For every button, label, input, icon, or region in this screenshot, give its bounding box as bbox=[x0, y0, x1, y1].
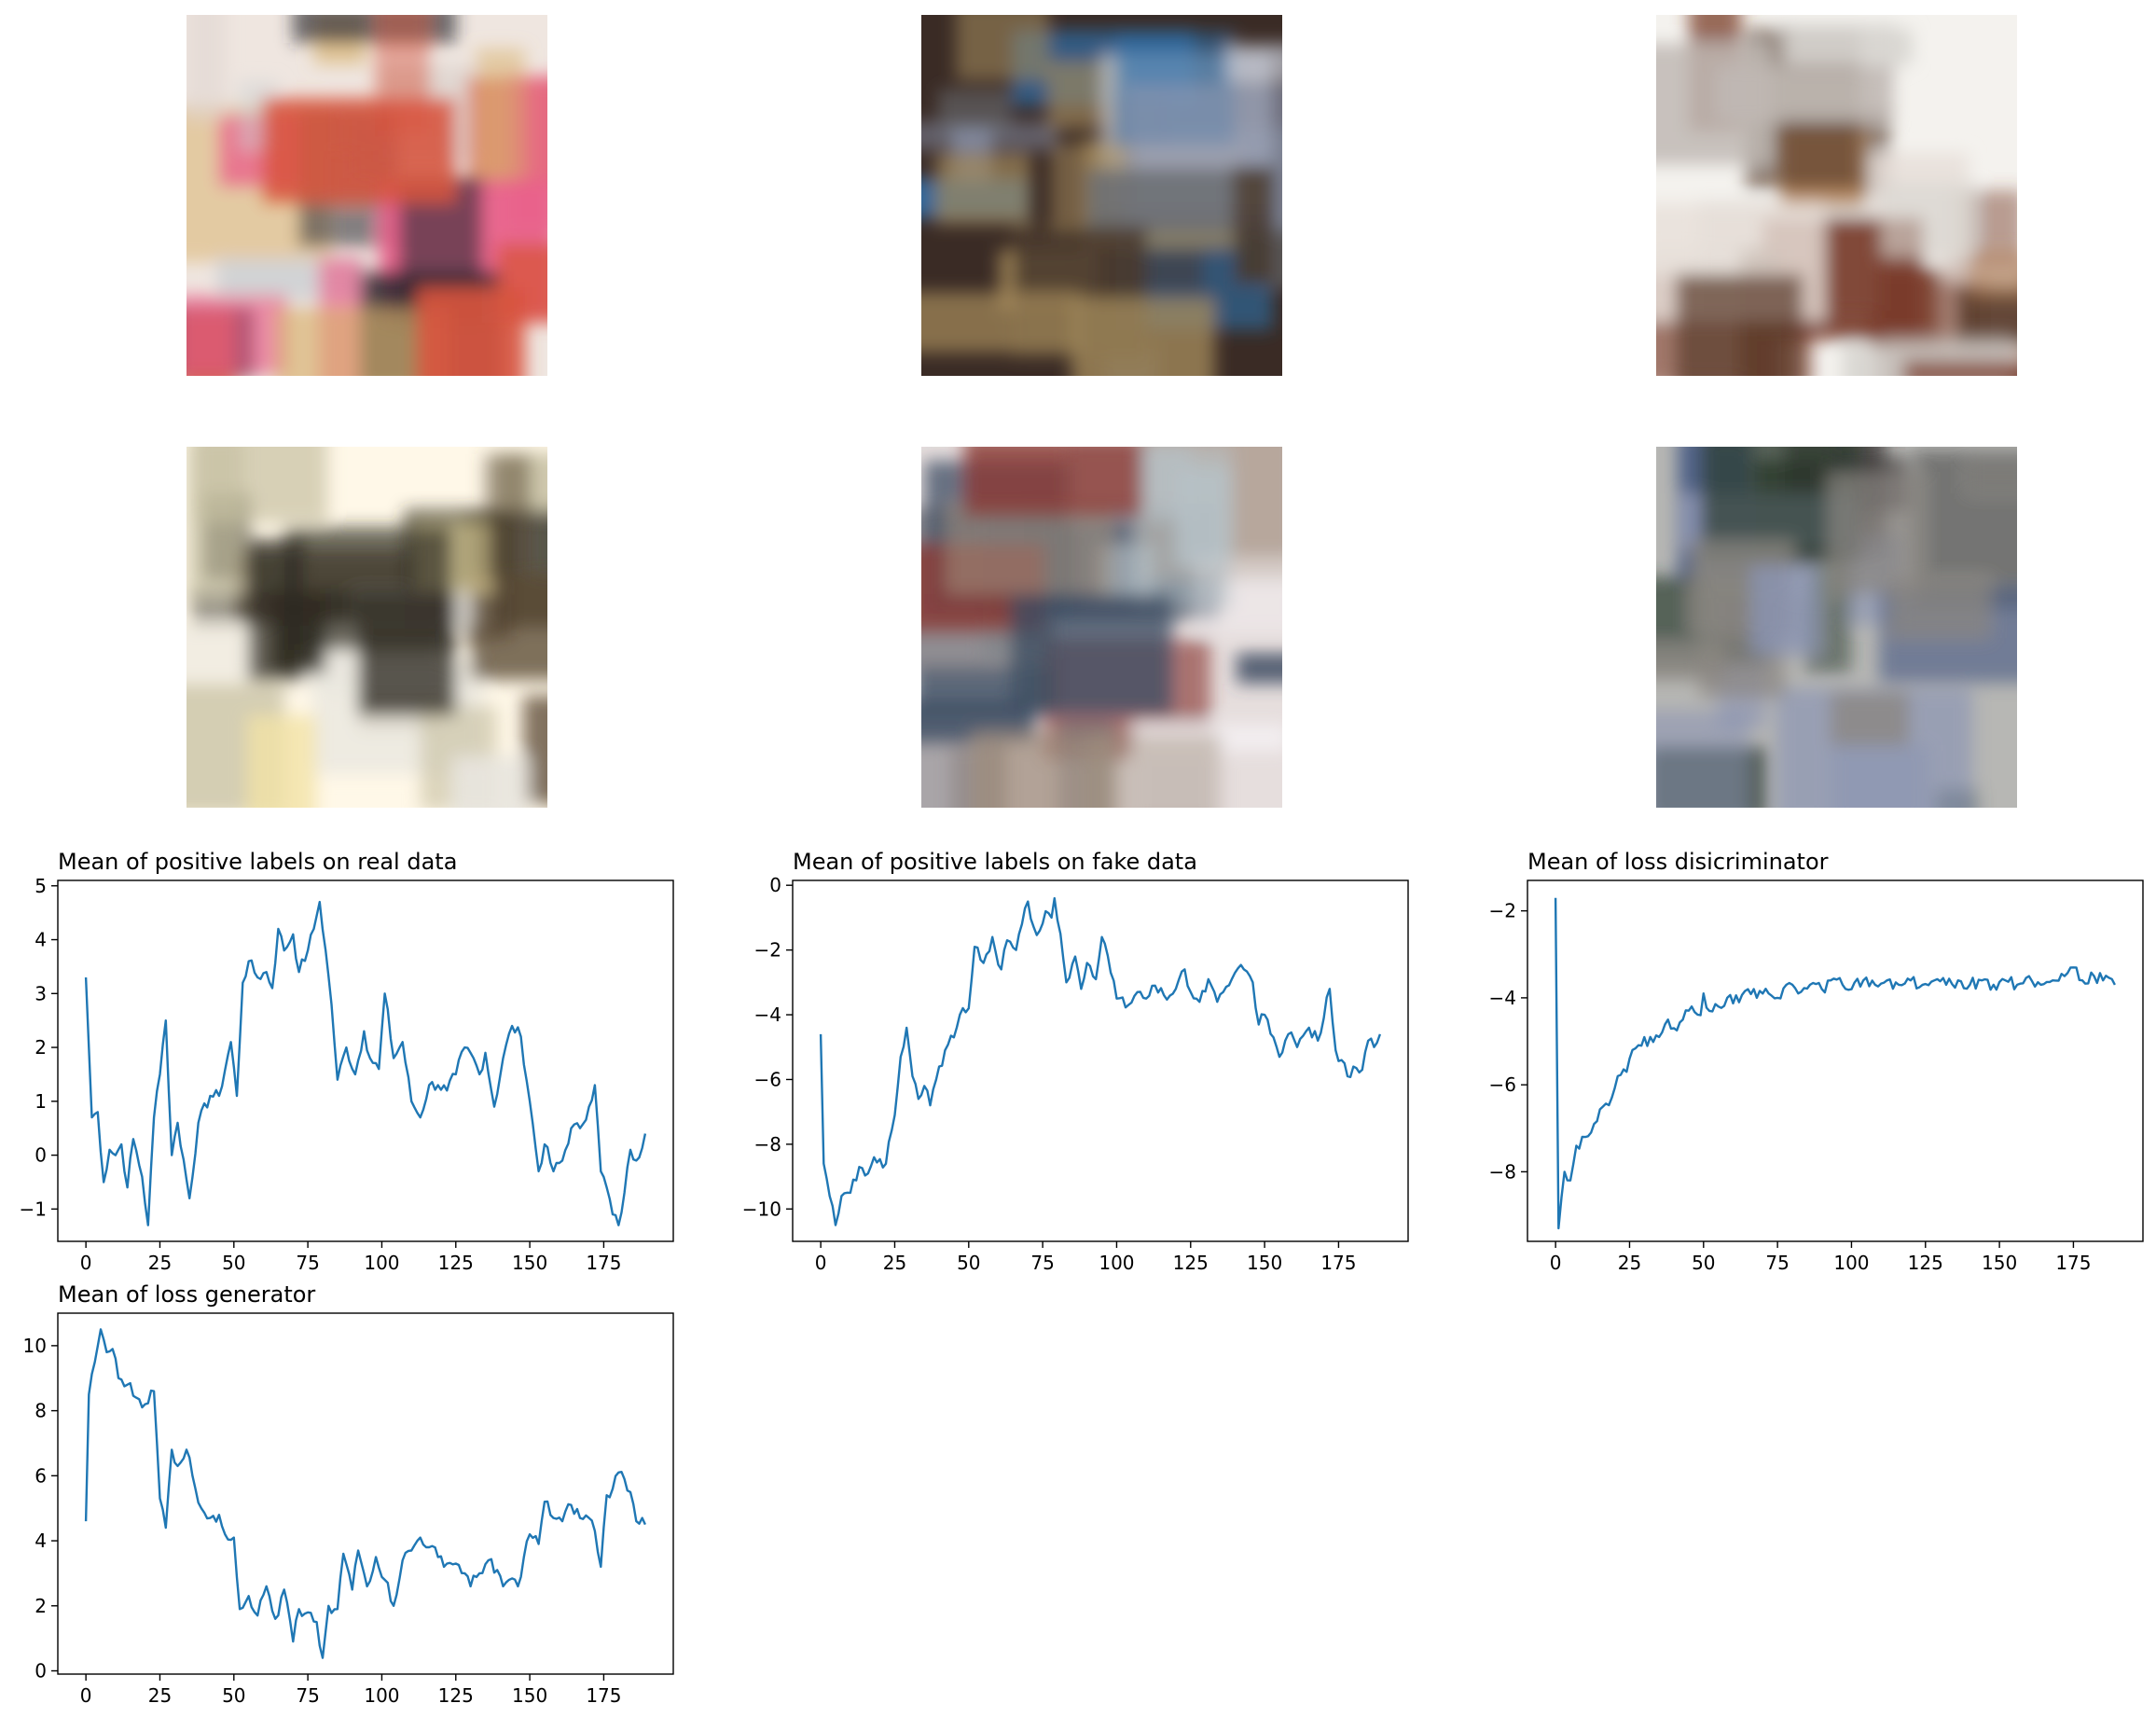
x-tick-label: 50 bbox=[957, 1252, 980, 1274]
y-tick-label: 8 bbox=[35, 1400, 47, 1422]
x-tick-label: 175 bbox=[2055, 1252, 2091, 1274]
x-tick-label: 175 bbox=[586, 1252, 621, 1274]
plot-frame bbox=[57, 1312, 674, 1675]
generated-sample-2 bbox=[921, 15, 1282, 376]
chart-2: Mean of positive labels on fake data 0 25 5… bbox=[742, 849, 1409, 1274]
y-tick-label: −6 bbox=[1489, 1073, 1516, 1096]
y-tick-label: 6 bbox=[35, 1464, 47, 1487]
x-tick-label: 150 bbox=[1982, 1252, 2017, 1274]
generated-sample-6 bbox=[1656, 447, 2017, 808]
plot-frame bbox=[57, 879, 674, 1242]
x-tick-label: 125 bbox=[1908, 1252, 1943, 1274]
y-tick-label: −1 bbox=[20, 1198, 47, 1220]
y-tick-label: −4 bbox=[754, 1004, 781, 1026]
y-tick-label: −10 bbox=[742, 1198, 781, 1220]
y-tick-label: 0 bbox=[769, 874, 781, 896]
x-tick-label: 50 bbox=[1692, 1252, 1715, 1274]
x-tick-label: 25 bbox=[148, 1684, 172, 1707]
series-line bbox=[1554, 897, 2116, 1230]
y-tick-label: −2 bbox=[1489, 900, 1516, 922]
generated-sample-3 bbox=[1656, 15, 2017, 376]
y-tick-label: −6 bbox=[754, 1068, 781, 1090]
chart-title: Mean of positive labels on real data bbox=[58, 849, 457, 875]
chart-title: Mean of positive labels on fake data bbox=[793, 849, 1197, 875]
generated-sample-5 bbox=[921, 447, 1282, 808]
y-tick-label: −8 bbox=[754, 1133, 781, 1156]
x-tick-label: 100 bbox=[1833, 1252, 1869, 1274]
y-tick-label: 4 bbox=[35, 1530, 47, 1552]
series-line bbox=[819, 896, 1382, 1226]
y-tick-label: −4 bbox=[1489, 987, 1516, 1009]
y-tick-label: 1 bbox=[35, 1090, 47, 1113]
x-tick-label: 0 bbox=[1550, 1252, 1562, 1274]
chart-title: Mean of loss generator bbox=[58, 1281, 315, 1308]
x-tick-label: 125 bbox=[438, 1252, 474, 1274]
x-tick-label: 125 bbox=[438, 1684, 474, 1707]
y-tick-label: −8 bbox=[1489, 1160, 1516, 1183]
y-tick-label: −2 bbox=[754, 939, 781, 962]
x-tick-label: 25 bbox=[148, 1252, 172, 1274]
generated-sample-1 bbox=[187, 15, 547, 376]
x-tick-label: 75 bbox=[1765, 1252, 1789, 1274]
x-tick-label: 100 bbox=[364, 1684, 399, 1707]
x-tick-label: 150 bbox=[1247, 1252, 1282, 1274]
y-tick-label: 2 bbox=[35, 1036, 47, 1059]
y-tick-label: 3 bbox=[35, 982, 47, 1004]
y-tick-label: 10 bbox=[23, 1335, 47, 1357]
x-tick-label: 150 bbox=[512, 1684, 547, 1707]
series-line bbox=[84, 900, 647, 1226]
x-tick-label: 75 bbox=[296, 1684, 319, 1707]
y-tick-label: 5 bbox=[35, 875, 47, 897]
x-tick-label: 100 bbox=[1099, 1252, 1134, 1274]
y-tick-label: 2 bbox=[35, 1595, 47, 1617]
chart-title: Mean of loss disicriminator bbox=[1527, 849, 1829, 875]
x-tick-label: 0 bbox=[80, 1252, 92, 1274]
chart-3: Mean of loss disicriminator 0 25 50 75 100 125… bbox=[1489, 849, 2144, 1274]
series-line bbox=[84, 1328, 646, 1659]
x-tick-label: 50 bbox=[222, 1684, 245, 1707]
x-tick-label: 25 bbox=[1618, 1252, 1641, 1274]
x-tick-label: 75 bbox=[296, 1252, 319, 1274]
x-tick-label: 150 bbox=[512, 1252, 547, 1274]
x-tick-label: 0 bbox=[80, 1684, 92, 1707]
y-tick-label: 0 bbox=[35, 1144, 47, 1167]
x-tick-label: 175 bbox=[1320, 1252, 1356, 1274]
y-tick-label: 4 bbox=[35, 929, 47, 951]
x-tick-label: 100 bbox=[364, 1252, 399, 1274]
x-tick-label: 25 bbox=[883, 1252, 906, 1274]
x-tick-label: 175 bbox=[586, 1684, 621, 1707]
x-tick-label: 125 bbox=[1173, 1252, 1209, 1274]
x-tick-label: 50 bbox=[222, 1252, 245, 1274]
x-tick-label: 75 bbox=[1030, 1252, 1054, 1274]
plot-frame bbox=[1527, 879, 2144, 1242]
x-tick-label: 0 bbox=[815, 1252, 827, 1274]
plot-frame bbox=[792, 879, 1409, 1242]
generated-sample-4 bbox=[187, 447, 547, 808]
y-tick-label: 0 bbox=[35, 1660, 47, 1682]
